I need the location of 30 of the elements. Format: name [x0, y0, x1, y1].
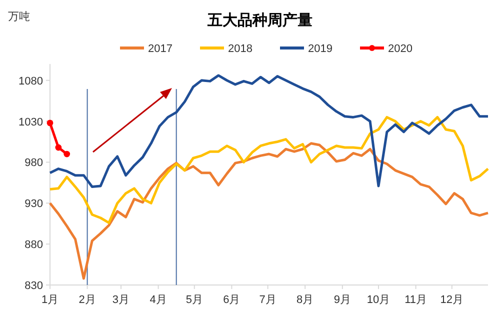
legend-label: 2018 [228, 43, 252, 55]
point [55, 144, 62, 151]
y-tick-label: 930 [24, 198, 43, 210]
legend-label: 2017 [148, 43, 172, 55]
y-tick-label: 830 [24, 280, 43, 292]
x-tick-label: 5月 [186, 294, 203, 306]
x-tick-label: 10月 [366, 294, 390, 306]
x-tick-label: 9月 [334, 294, 351, 306]
x-tick-label: 8月 [296, 294, 314, 306]
y-tick-label: 980 [24, 157, 43, 170]
point [46, 120, 54, 126]
legend-label: 2020 [388, 43, 412, 55]
x-tick-label: 1月 [41, 294, 59, 306]
line-series [48, 116, 490, 224]
line-series [48, 74, 490, 188]
x-tick-label: 7月 [259, 294, 276, 306]
chart-title: 五大品种周产量 [206, 11, 312, 29]
x-tick-label: 11月 [404, 294, 428, 306]
x-tick-label: 2月 [78, 294, 96, 306]
point [64, 150, 70, 158]
x-tick-label: 3月 [112, 294, 130, 306]
x-tick-label: 6月 [223, 294, 240, 306]
legend-label: 2019 [308, 43, 332, 55]
y-tick-label: 1030 [18, 116, 43, 128]
line-series [48, 142, 490, 280]
y-tick-label: 880 [24, 239, 43, 252]
y-axis-title: 万吨 [8, 10, 30, 23]
y-tick-label: 1080 [18, 75, 43, 88]
x-tick-label: 12月 [440, 294, 464, 306]
x-tick-label: 4月 [150, 294, 167, 306]
